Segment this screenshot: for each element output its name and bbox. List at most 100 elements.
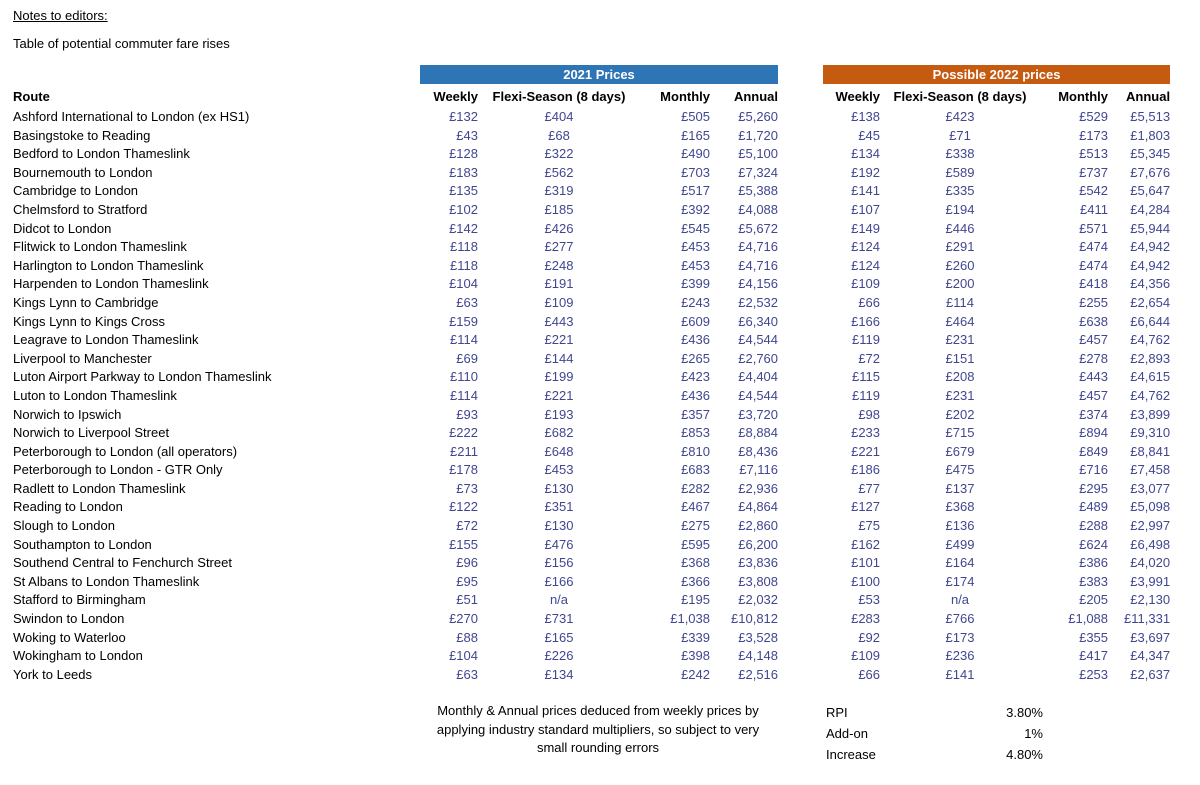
route-cell: Wokingham to London [13, 648, 143, 664]
price-2022-monthly: £716 [1079, 462, 1109, 478]
price-2021-annual: £3,836 [738, 555, 779, 571]
column-header-row: Route Weekly Flexi-Season (8 days) Month… [13, 84, 1170, 108]
table-row: Bedford to London Thameslink £128 £322 £490… [13, 145, 1170, 164]
price-2022-annual: £4,347 [1130, 648, 1171, 664]
route-cell: Luton to London Thameslink [13, 387, 177, 403]
route-column-header: Route [13, 88, 50, 104]
price-2021-flexi: £277 [544, 239, 574, 255]
price-2021-weekly: £270 [449, 611, 478, 627]
price-2022-monthly: £288 [1079, 518, 1109, 534]
price-2022-weekly: £162 [851, 536, 881, 552]
price-2021-flexi: £191 [544, 276, 574, 292]
price-2021-annual: £4,544 [738, 387, 779, 403]
price-2021-monthly: £453 [681, 239, 710, 255]
column-gap [778, 164, 823, 183]
column-gap [778, 461, 823, 480]
route-cell: Reading to London [13, 499, 123, 515]
column-gap [778, 666, 823, 685]
price-2022-flexi: £231 [945, 387, 975, 403]
route-cell: Ashford International to London (ex HS1) [13, 109, 250, 124]
price-2022-weekly: £75 [858, 518, 881, 534]
price-2022-monthly: £374 [1079, 406, 1109, 422]
route-cell: Peterborough to London (all operators) [13, 443, 238, 459]
col-header-2021-flexi: Flexi-Season (8 days) [492, 88, 626, 104]
price-2022-monthly: £411 [1080, 201, 1109, 217]
stat-label-increase: Increase [826, 747, 876, 763]
col-header-2021-monthly: Monthly [660, 88, 710, 104]
price-2022-annual: £5,647 [1130, 183, 1171, 199]
price-2021-monthly: £366 [681, 573, 710, 589]
price-2021-weekly: £69 [456, 350, 478, 366]
price-2021-flexi: n/a [549, 592, 569, 608]
table-row: Luton Airport Parkway to London Thamesli… [13, 368, 1170, 387]
price-2022-weekly: £221 [851, 443, 881, 459]
table-row: Peterborough to London (all operators) £2… [13, 443, 1170, 462]
stat-label-rpi: RPI [826, 705, 848, 721]
table-row: Norwich to Ipswich £93 £193 £357 £3,720 £98 £2… [13, 406, 1170, 425]
price-2021-weekly: £114 [450, 387, 478, 403]
price-2021-flexi: £351 [544, 499, 574, 515]
stat-value-rpi: 3.80% [1006, 705, 1043, 721]
price-2022-weekly: £149 [851, 220, 881, 236]
price-2022-annual: £9,310 [1130, 425, 1171, 441]
price-2021-flexi: £193 [544, 406, 574, 422]
price-2021-weekly: £73 [456, 480, 478, 496]
price-2021-flexi: £221 [544, 387, 574, 403]
price-2021-monthly: £368 [681, 555, 710, 571]
price-2021-annual: £6,340 [738, 313, 779, 329]
table-row: Bournemouth to London £183 £562 £703 £7,324 £… [13, 164, 1170, 183]
route-cell: Norwich to Ipswich [13, 406, 122, 422]
price-2021-weekly: £142 [449, 220, 478, 236]
column-gap [778, 647, 823, 666]
price-2021-monthly: £490 [681, 146, 710, 162]
price-2021-weekly: £128 [449, 146, 478, 162]
col-header-2022-weekly: Weekly [835, 88, 881, 104]
price-2021-flexi: £166 [544, 573, 574, 589]
price-2022-flexi: £368 [945, 499, 975, 515]
route-cell: Peterborough to London - GTR Only [13, 462, 223, 478]
price-2022-flexi: £174 [945, 573, 975, 589]
price-2021-monthly: £436 [681, 332, 710, 348]
column-gap [778, 145, 823, 164]
price-2021-weekly: £95 [456, 573, 478, 589]
price-2022-weekly: £92 [858, 629, 881, 645]
price-2021-annual: £7,324 [738, 164, 779, 180]
price-2022-annual: £3,991 [1130, 573, 1171, 589]
price-2021-monthly: £243 [681, 294, 710, 310]
price-2021-flexi: £144 [544, 350, 574, 366]
price-2021-annual: £5,260 [738, 109, 779, 124]
column-gap [778, 536, 823, 555]
price-2022-flexi: £194 [945, 201, 975, 217]
price-2021-flexi: £682 [544, 425, 574, 441]
price-2022-monthly: £383 [1079, 573, 1109, 589]
price-2022-annual: £2,130 [1130, 592, 1171, 608]
price-2022-monthly: £542 [1079, 183, 1109, 199]
price-2021-flexi: £404 [544, 109, 574, 124]
column-gap [778, 406, 823, 425]
stat-row-increase: Increase 4.80% [826, 744, 1043, 765]
price-2021-monthly: £436 [681, 387, 710, 403]
price-2022-annual: £8,841 [1130, 443, 1171, 459]
price-2022-weekly: £66 [858, 666, 881, 682]
price-2022-monthly: £529 [1079, 109, 1109, 124]
price-2021-monthly: £242 [681, 666, 710, 682]
price-2022-annual: £3,077 [1130, 480, 1171, 496]
price-2022-annual: £5,944 [1130, 220, 1171, 236]
price-2021-monthly: £339 [681, 629, 710, 645]
column-gap [778, 220, 823, 239]
price-2022-annual: £2,997 [1130, 518, 1171, 534]
price-2021-flexi: £443 [544, 313, 574, 329]
price-2022-monthly: £418 [1079, 276, 1109, 292]
column-gap [778, 573, 823, 592]
price-2022-monthly: £457 [1079, 387, 1109, 403]
price-2021-monthly: £517 [681, 183, 710, 199]
price-2021-flexi: £156 [544, 555, 574, 571]
price-2022-flexi: £715 [945, 425, 975, 441]
price-2022-monthly: £443 [1079, 369, 1109, 385]
column-gap [778, 182, 823, 201]
price-2021-flexi: £134 [544, 666, 574, 682]
table-row: Didcot to London £142 £426 £545 £5,672 £149 £4… [13, 220, 1170, 239]
price-2022-flexi: £446 [945, 220, 975, 236]
price-2021-annual: £4,148 [738, 648, 779, 664]
price-2021-monthly: £595 [681, 536, 710, 552]
